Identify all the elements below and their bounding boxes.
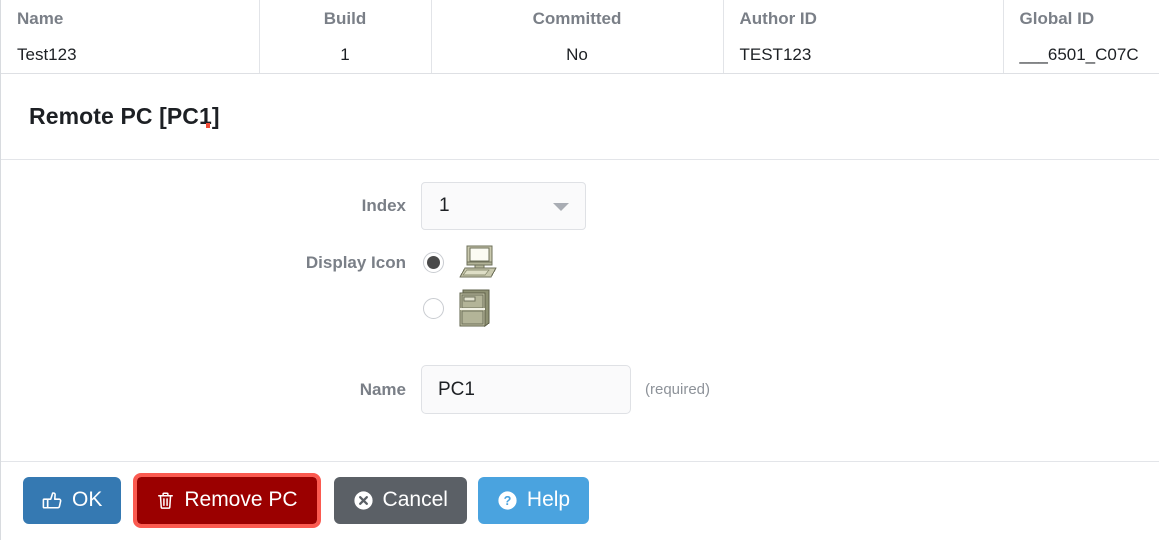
form-body: Index 1 Display Icon xyxy=(1,160,1159,462)
column-header-build: Build xyxy=(259,0,432,37)
summary-table-wrapper: Name Build Committed Author ID Global ID… xyxy=(1,0,1159,74)
ok-button-label: OK xyxy=(72,488,103,511)
label-index: Index xyxy=(361,196,406,215)
cell-committed: No xyxy=(431,37,724,73)
desktop-computer-icon xyxy=(458,245,498,279)
display-icon-option-desktop[interactable] xyxy=(421,245,1159,279)
dialog-title-bar: Remote PC [PC1] xyxy=(1,74,1159,160)
ok-button[interactable]: OK xyxy=(23,476,122,524)
dialog-button-bar: OK Remove PC Cancel xyxy=(1,462,1159,538)
remove-pc-button[interactable]: Remove PC xyxy=(133,472,321,528)
cell-author-id: TEST123 xyxy=(723,37,1004,73)
index-select[interactable]: 1 xyxy=(421,182,586,230)
cancel-button[interactable]: Cancel xyxy=(333,476,467,524)
column-header-name: Name xyxy=(1,0,260,37)
summary-table: Name Build Committed Author ID Global ID… xyxy=(1,0,1159,73)
index-select-value: 1 xyxy=(439,195,450,216)
page-title: Remote PC [PC1] xyxy=(29,103,220,130)
table-row: Test123 1 No TEST123 ___6501_C07C xyxy=(1,37,1159,73)
name-input[interactable] xyxy=(421,365,631,414)
radio-file-cabinet[interactable] xyxy=(423,297,444,319)
text-caret-marker xyxy=(205,123,210,128)
column-header-committed: Committed xyxy=(431,0,724,37)
file-cabinet-icon xyxy=(458,289,492,327)
column-header-global-id: Global ID xyxy=(1019,9,1095,28)
display-icon-choices xyxy=(421,245,1159,327)
question-circle-icon: ? xyxy=(497,490,518,511)
cancel-button-label: Cancel xyxy=(382,488,448,511)
form-row-display-icon: Display Icon xyxy=(1,245,1159,327)
cell-build: 1 xyxy=(259,37,432,73)
display-icon-control xyxy=(421,245,1159,327)
remove-pc-button-label: Remove PC xyxy=(184,488,298,511)
chevron-down-icon xyxy=(553,203,569,211)
trash-icon xyxy=(156,490,175,511)
close-circle-icon xyxy=(353,490,374,511)
svg-text:?: ? xyxy=(504,494,512,508)
radio-desktop-computer[interactable] xyxy=(423,251,444,273)
help-button-label: Help xyxy=(526,488,571,511)
page-title-text: Remote PC [PC1] xyxy=(29,103,220,129)
thumbs-up-icon xyxy=(42,490,63,511)
help-button[interactable]: ? Help xyxy=(477,476,590,524)
name-control: (required) xyxy=(421,365,1159,414)
label-display-icon: Display Icon xyxy=(305,253,406,272)
name-required-hint: (required) xyxy=(645,381,711,398)
label-name: Name xyxy=(359,380,406,399)
index-control: 1 xyxy=(421,182,1159,230)
cell-global-id: ___6501_C07C xyxy=(1019,45,1139,64)
column-header-author-id: Author ID xyxy=(723,0,1004,37)
display-icon-option-cabinet[interactable] xyxy=(421,289,1159,327)
table-header-row: Name Build Committed Author ID Global ID xyxy=(1,0,1159,37)
form-row-index: Index 1 xyxy=(1,182,1159,230)
cell-name: Test123 xyxy=(1,37,260,73)
form-row-name: Name (required) xyxy=(1,365,1159,414)
